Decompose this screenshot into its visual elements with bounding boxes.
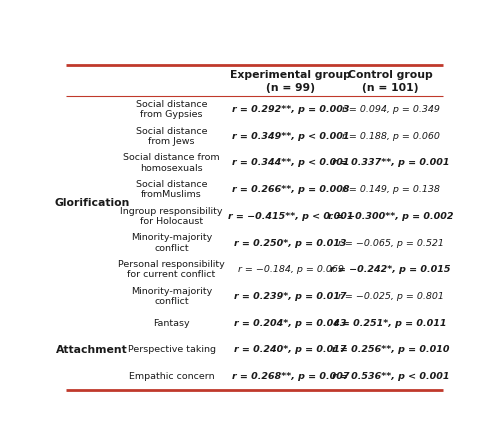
Text: Minority-majority
conflict: Minority-majority conflict xyxy=(131,233,212,253)
Text: r = 0.536**, p < 0.001: r = 0.536**, p < 0.001 xyxy=(332,372,449,381)
Text: Control group: Control group xyxy=(348,70,433,80)
Text: r = 0.149, p = 0.138: r = 0.149, p = 0.138 xyxy=(342,185,439,194)
Text: r = 0.239*, p = 0.017: r = 0.239*, p = 0.017 xyxy=(235,292,347,301)
Text: r = −0.065, p = 0.521: r = −0.065, p = 0.521 xyxy=(338,239,443,247)
Text: r = −0.184, p = 0.069: r = −0.184, p = 0.069 xyxy=(238,265,344,274)
Text: Minority-majority
conflict: Minority-majority conflict xyxy=(131,287,212,306)
Text: r = 0.349**, p < 0.001: r = 0.349**, p < 0.001 xyxy=(232,132,350,141)
Text: Fantasy: Fantasy xyxy=(153,319,190,328)
Text: r = 0.250*, p = 0.013: r = 0.250*, p = 0.013 xyxy=(235,239,347,247)
Text: Social distance
from Jews: Social distance from Jews xyxy=(136,126,207,146)
Text: Social distance from
homosexuals: Social distance from homosexuals xyxy=(123,153,220,173)
Text: r = 0.256**, p = 0.010: r = 0.256**, p = 0.010 xyxy=(332,345,449,354)
Text: r = 0.337**, p = 0.001: r = 0.337**, p = 0.001 xyxy=(332,158,449,167)
Text: r = 0.094, p = 0.349: r = 0.094, p = 0.349 xyxy=(342,105,439,114)
Text: (n = 101): (n = 101) xyxy=(363,83,419,93)
Text: Attachment: Attachment xyxy=(56,345,128,355)
Text: Glorification: Glorification xyxy=(54,198,129,208)
Text: r = −0.415**, p < 0.001: r = −0.415**, p < 0.001 xyxy=(228,212,354,221)
Text: r = −0.242*, p = 0.015: r = −0.242*, p = 0.015 xyxy=(330,265,451,274)
Text: (n = 99): (n = 99) xyxy=(266,83,315,93)
Text: r = 0.240*, p = 0.017: r = 0.240*, p = 0.017 xyxy=(235,345,347,354)
Text: r = 0.188, p = 0.060: r = 0.188, p = 0.060 xyxy=(342,132,439,141)
Text: r = −0.300**, p = 0.002: r = −0.300**, p = 0.002 xyxy=(328,212,453,221)
Text: r = 0.204*, p = 0.043: r = 0.204*, p = 0.043 xyxy=(235,319,347,328)
Text: Empathic concern: Empathic concern xyxy=(129,372,214,381)
Text: r = 0.251*, p = 0.011: r = 0.251*, p = 0.011 xyxy=(334,319,447,328)
Text: Ingroup responsibility
for Holocaust: Ingroup responsibility for Holocaust xyxy=(121,206,223,226)
Text: r = 0.292**, p = 0.003: r = 0.292**, p = 0.003 xyxy=(232,105,350,114)
Text: Perspective taking: Perspective taking xyxy=(127,345,216,354)
Text: Personal responsibility
for current conflict: Personal responsibility for current conf… xyxy=(118,260,225,279)
Text: r = 0.268**, p = 0.007: r = 0.268**, p = 0.007 xyxy=(232,372,350,381)
Text: r = 0.344**, p < 0.001: r = 0.344**, p < 0.001 xyxy=(232,158,350,167)
Text: Social distance
fromMuslims: Social distance fromMuslims xyxy=(136,180,207,199)
Text: Social distance
from Gypsies: Social distance from Gypsies xyxy=(136,100,207,119)
Text: r = −0.025, p = 0.801: r = −0.025, p = 0.801 xyxy=(338,292,443,301)
Text: r = 0.266**, p = 0.008: r = 0.266**, p = 0.008 xyxy=(232,185,350,194)
Text: Experimental group: Experimental group xyxy=(230,70,351,80)
